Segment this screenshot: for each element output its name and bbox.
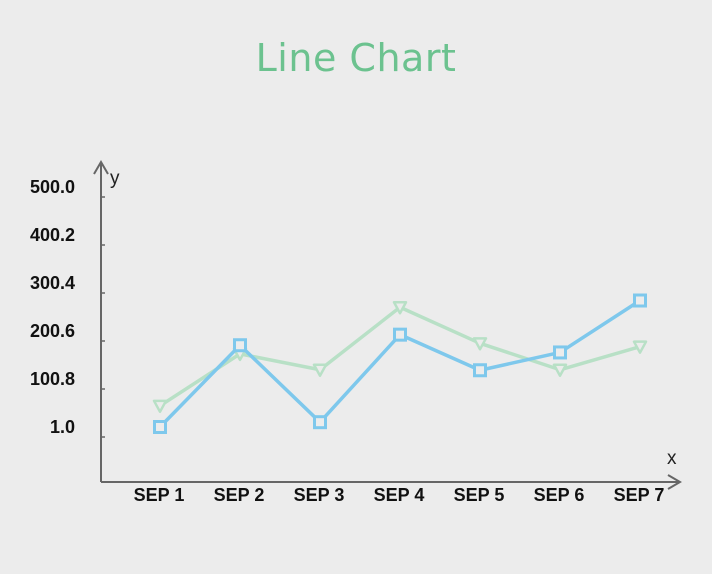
data-point-triangle [152,399,168,414]
data-point-square [393,327,407,342]
y-axis-label: y [110,168,120,189]
x-tick-label: SEP 3 [294,485,345,505]
y-tick-label: 200.6 [30,321,75,341]
y-tick-label: 500.0 [30,177,75,197]
data-point-square [153,420,167,434]
x-tick-label: SEP 2 [214,485,265,505]
y-tick-label: 400.2 [30,225,75,245]
data-point-square [313,415,327,430]
data-point-triangle [472,337,488,351]
x-tick-label: SEP 4 [374,485,425,505]
data-point-triangle [312,363,328,378]
data-point-triangle [392,300,408,315]
data-point-triangle [552,363,568,378]
y-tick-label: 1.0 [50,417,75,437]
x-tick-group: SEP 1 SEP 2 SEP 3 SEP 4 SEP 5 SEP 6 SEP 7 [134,485,665,505]
data-point-square [473,363,487,378]
chart-title: Line Chart [255,36,457,80]
y-tick-group: 1.0 100.8 200.6 300.4 400.2 500.0 [30,177,105,438]
data-point-square [633,293,647,308]
x-tick-label: SEP 7 [614,485,665,505]
series-group [152,293,648,434]
series-line-1 [158,299,641,429]
data-point-triangle [632,340,648,354]
data-point-square [233,338,247,353]
x-axis-arrow [667,474,682,490]
data-point-square [553,345,567,360]
x-axis-label: x [667,448,677,469]
x-tick-label: SEP 6 [534,485,585,505]
y-tick-label: 300.4 [30,273,75,293]
series-line-2 [159,305,641,408]
x-tick-label: SEP 5 [454,485,505,505]
y-axis-arrow [93,160,109,175]
y-tick-label: 100.8 [30,369,75,389]
x-tick-label: SEP 1 [134,485,185,505]
